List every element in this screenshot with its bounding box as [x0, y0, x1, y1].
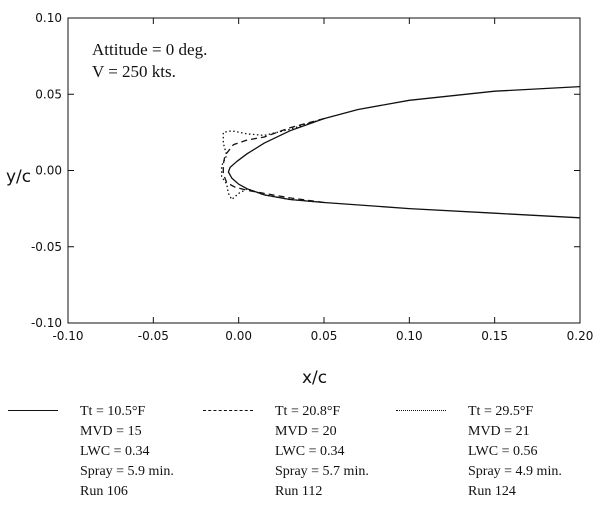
x-tick-label: 0.05: [311, 329, 338, 343]
series-line-dotted: [220, 117, 325, 204]
legend-temp: Tt = 29.5°F: [468, 404, 534, 419]
legend-line-solid: [8, 410, 58, 411]
y-tick-label: 0.10: [35, 11, 62, 25]
legend-text-run-106: Tt = 10.5°F MVD = 15 LWC = 0.34 Spray = …: [80, 402, 174, 502]
legend-spray: Spray = 4.9 min.: [468, 464, 562, 479]
x-tick-label: 0.00: [225, 329, 252, 343]
y-tick-label: 0.05: [35, 87, 62, 101]
legend-spray: Spray = 5.9 min.: [80, 464, 174, 479]
annotation-velocity: V = 250 kts.: [92, 62, 176, 81]
series-line-dashed: [222, 117, 325, 204]
legend-spray: Spray = 5.7 min.: [275, 464, 369, 479]
axis-ticks: -0.10 -0.05 0.00 0.05 0.10 0.15 0.20 -0.10 -0.05…: [31, 11, 593, 343]
y-tick-label: -0.10: [31, 316, 62, 330]
legend-text-run-112: Tt = 20.8°F MVD = 20 LWC = 0.34 Spray = …: [275, 402, 369, 502]
x-tick-label: 0.10: [396, 329, 423, 343]
x-tick-label: -0.05: [138, 329, 169, 343]
y-tick-label: -0.05: [31, 240, 62, 254]
x-axis-label: x/c: [302, 368, 327, 388]
legend-mvd: MVD = 20: [275, 424, 337, 439]
x-tick-label: 0.20: [567, 329, 594, 343]
annotation-attitude: Attitude = 0 deg.: [92, 40, 207, 59]
legend-temp: Tt = 20.8°F: [275, 404, 341, 419]
legend-run: Run 124: [468, 484, 516, 499]
legend-temp: Tt = 10.5°F: [80, 404, 146, 419]
legend-line-dotted: [396, 410, 446, 411]
y-axis-label: y/c: [6, 167, 31, 187]
x-tick-label: -0.10: [52, 329, 83, 343]
legend-run: Run 112: [275, 484, 323, 499]
legend-line-dashed: [203, 410, 253, 411]
y-tick-label: 0.00: [35, 164, 62, 178]
legend-text-run-124: Tt = 29.5°F MVD = 21 LWC = 0.56 Spray = …: [468, 402, 562, 502]
legend-mvd: MVD = 15: [80, 424, 142, 439]
series-group: [220, 85, 581, 219]
legend-lwc: LWC = 0.56: [468, 444, 538, 459]
legend-lwc: LWC = 0.34: [275, 444, 345, 459]
legend-run: Run 106: [80, 484, 128, 499]
x-tick-label: 0.15: [481, 329, 508, 343]
legend-lwc: LWC = 0.34: [80, 444, 150, 459]
legend-mvd: MVD = 21: [468, 424, 530, 439]
